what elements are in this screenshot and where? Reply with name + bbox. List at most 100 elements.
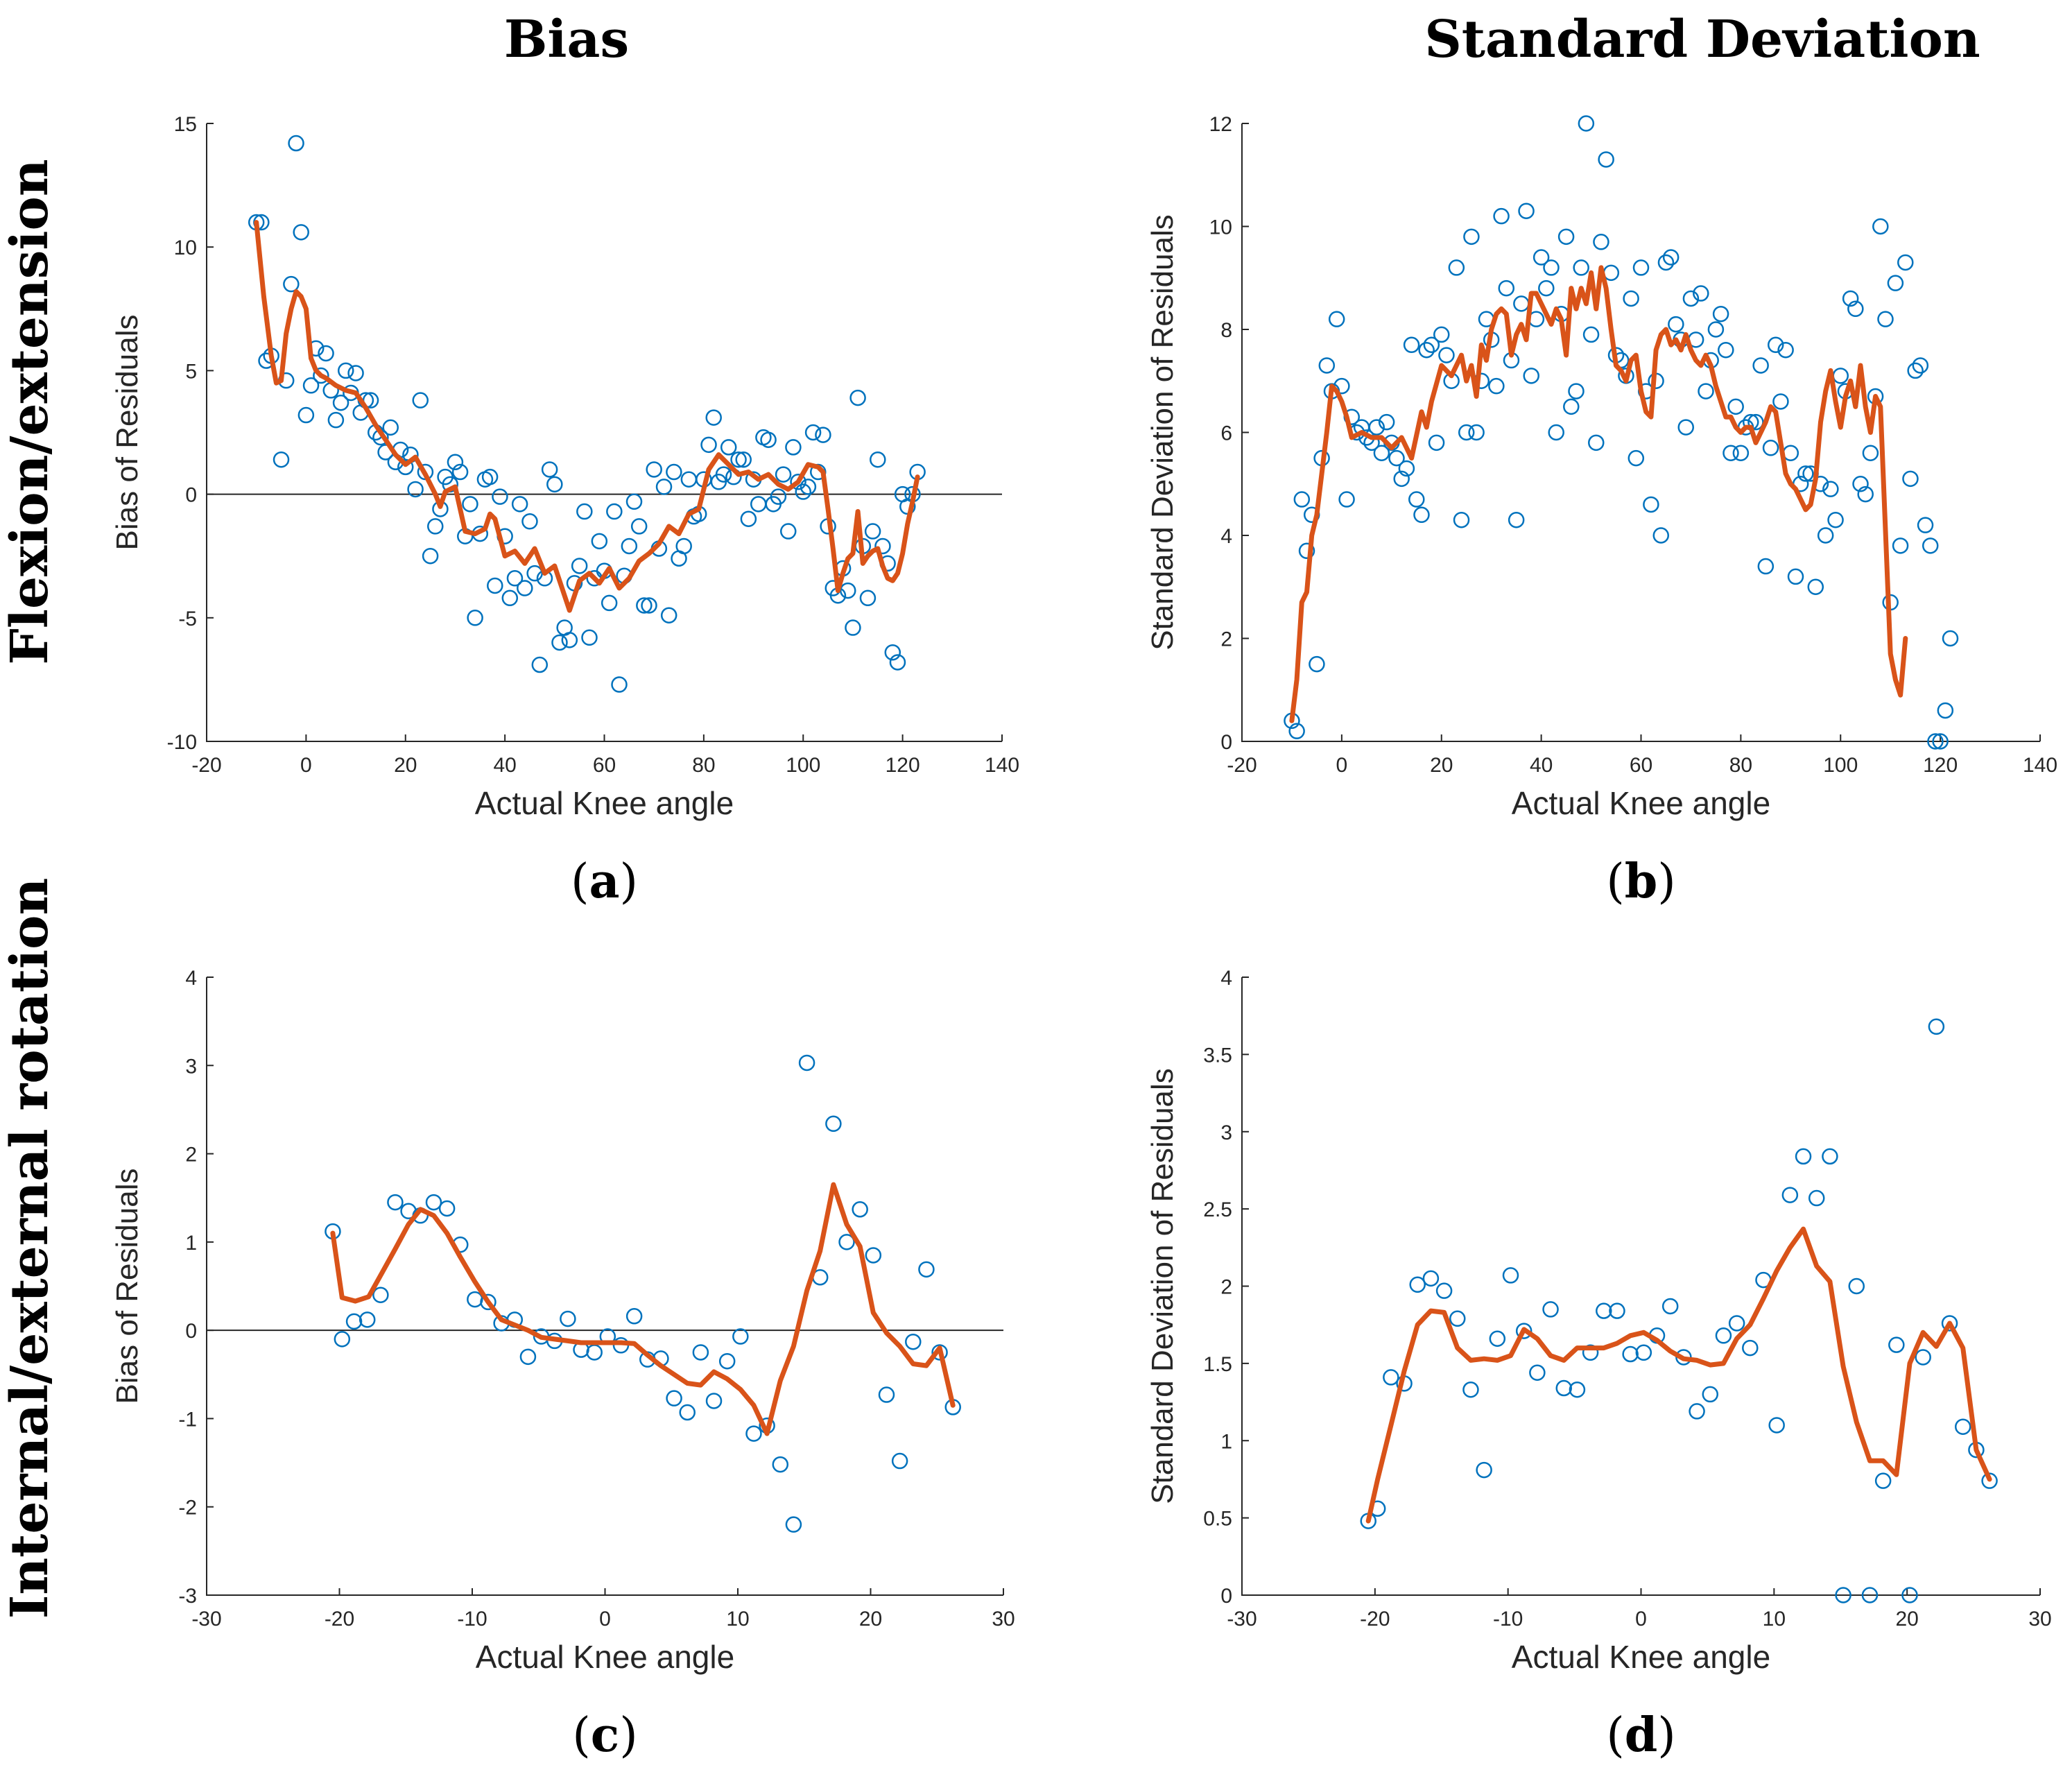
data-point <box>487 577 503 594</box>
data-point <box>337 362 354 379</box>
data-point <box>1298 542 1315 560</box>
data-point <box>591 533 608 550</box>
data-point <box>1795 1148 1812 1165</box>
data-point <box>1715 1327 1732 1344</box>
data-point <box>293 224 309 241</box>
data-point <box>1689 1403 1705 1420</box>
data-point <box>481 468 499 485</box>
x-tick-label: 40 <box>1530 754 1553 777</box>
data-point <box>666 1390 682 1406</box>
data-point <box>1493 207 1510 225</box>
data-point <box>347 365 364 381</box>
x-tick-label: 30 <box>2028 1608 2051 1631</box>
data-point <box>526 565 543 582</box>
data-point <box>1408 491 1425 508</box>
data-point <box>1888 1336 1905 1353</box>
data-point <box>621 537 638 555</box>
data-point <box>1288 723 1305 739</box>
data-point <box>1768 1417 1785 1434</box>
y-tick-label: -1 <box>178 1408 197 1431</box>
row-title-internal-external-rotation: Internal/external rotation <box>0 878 60 1619</box>
data-point <box>1523 368 1539 384</box>
data-point <box>1548 424 1564 441</box>
data-point <box>1463 228 1480 246</box>
x-tick-label: 20 <box>1430 754 1453 777</box>
data-point <box>1635 1344 1652 1361</box>
data-point <box>859 590 877 607</box>
data-point <box>840 582 856 599</box>
panel-label: (a) <box>571 854 638 909</box>
y-tick-label: 2 <box>185 1144 197 1167</box>
x-tick-label: 120 <box>1923 754 1958 777</box>
x-tick-label: 0 <box>300 754 312 777</box>
data-point <box>1917 517 1934 533</box>
data-point <box>1453 511 1470 528</box>
data-point <box>1568 383 1585 399</box>
data-point <box>1293 491 1311 508</box>
x-tick-label: -30 <box>1227 1608 1257 1631</box>
data-point <box>1448 259 1465 276</box>
data-point <box>447 454 464 471</box>
data-point <box>1398 460 1415 477</box>
data-point <box>1742 1339 1759 1357</box>
data-point <box>1476 1461 1492 1479</box>
data-point <box>1942 630 1959 647</box>
x-tick-label: 100 <box>786 754 820 777</box>
data-point <box>1827 511 1844 528</box>
data-point <box>1438 347 1455 363</box>
y-tick-label: -2 <box>178 1497 197 1520</box>
data-point <box>1767 336 1784 354</box>
x-tick-label: -30 <box>191 1608 221 1631</box>
data-point <box>680 471 698 488</box>
data-point <box>1593 234 1609 250</box>
x-tick-label: 120 <box>886 754 920 777</box>
data-point <box>1822 1148 1838 1165</box>
data-point <box>815 427 831 443</box>
trend-line <box>254 220 920 613</box>
data-point <box>1632 259 1650 276</box>
data-point <box>800 479 817 495</box>
data-point <box>1588 434 1605 451</box>
data-point <box>838 1234 855 1250</box>
data-point <box>519 1348 537 1366</box>
data-point <box>1489 1330 1506 1347</box>
y-tick-label: 0.5 <box>1203 1508 1232 1531</box>
x-tick-label: 40 <box>493 754 516 777</box>
data-point <box>467 1291 483 1308</box>
data-point <box>1538 279 1555 297</box>
data-point <box>1433 326 1450 343</box>
data-point <box>1338 491 1355 508</box>
data-point <box>1573 259 1589 276</box>
y-tick-label: 8 <box>1220 319 1232 342</box>
data-point <box>1752 357 1769 374</box>
x-tick-label: -20 <box>1360 1608 1390 1631</box>
data-point <box>1423 336 1440 354</box>
data-point <box>1543 259 1560 276</box>
data-point <box>891 1452 908 1470</box>
data-point <box>1937 702 1954 719</box>
data-point <box>1732 445 1750 461</box>
data-point <box>359 1311 376 1328</box>
x-axis-label: Actual Knee angle <box>476 1639 734 1675</box>
data-point <box>283 275 300 293</box>
data-point <box>715 466 732 483</box>
data-point <box>1668 316 1684 333</box>
data-point <box>1807 578 1824 595</box>
data-point <box>718 1352 736 1370</box>
data-point <box>427 518 444 535</box>
y-tick-label: 4 <box>1220 525 1232 548</box>
data-point <box>1518 203 1535 219</box>
data-point <box>1428 434 1445 451</box>
data-point <box>1609 1302 1625 1319</box>
data-point <box>1712 305 1729 322</box>
data-point <box>720 439 737 456</box>
data-point <box>864 523 881 540</box>
data-point <box>576 503 593 520</box>
y-tick-label: 10 <box>1209 216 1232 239</box>
axis-lines <box>206 977 1003 1596</box>
data-point <box>1628 449 1645 467</box>
data-point <box>1563 398 1580 415</box>
data-point <box>1857 485 1874 503</box>
y-tick-label: 3.5 <box>1203 1044 1232 1067</box>
